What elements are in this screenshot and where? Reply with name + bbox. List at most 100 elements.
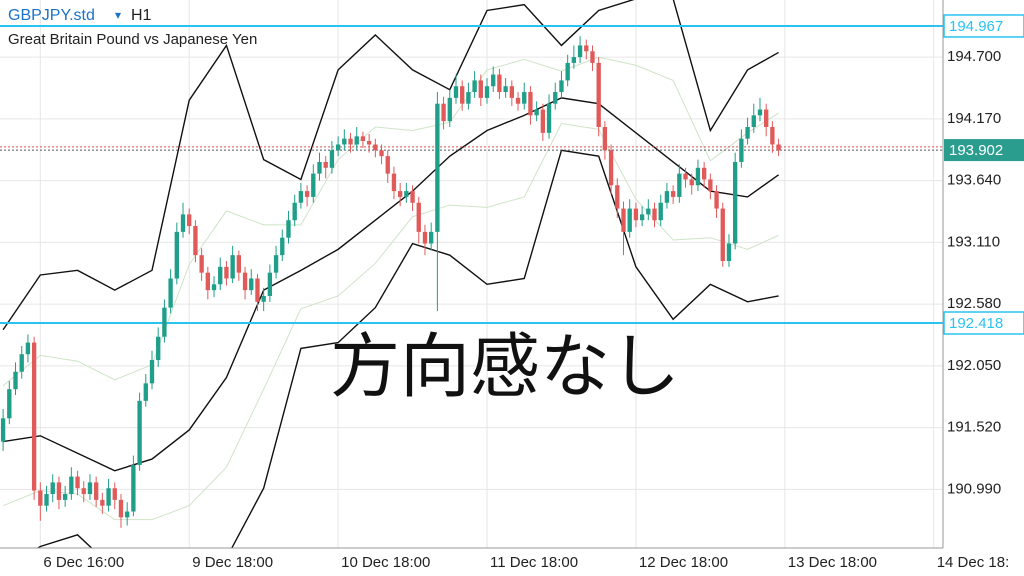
candle-body xyxy=(515,97,521,104)
candle-body xyxy=(534,109,539,116)
candle-body xyxy=(503,86,508,93)
candle-body xyxy=(131,464,136,512)
candle-body xyxy=(577,45,583,58)
x-tick-label: 9 Dec 18:00 xyxy=(192,554,273,571)
candle-body xyxy=(137,400,142,465)
candle-body xyxy=(608,150,614,186)
candle-body xyxy=(546,103,552,133)
candle-body xyxy=(478,80,483,98)
y-tick-label: 194.170 xyxy=(947,110,1001,127)
candle-body xyxy=(125,511,130,518)
candle-body xyxy=(379,150,384,157)
y-tick-label: 190.990 xyxy=(947,480,1001,497)
candle-body xyxy=(280,237,285,256)
candle-body xyxy=(509,86,514,98)
candle-body xyxy=(7,389,12,419)
candle-body xyxy=(714,191,719,209)
level-label: 194.967 xyxy=(949,18,1003,35)
candle-body xyxy=(497,74,502,93)
candle-body xyxy=(323,161,328,168)
band-line xyxy=(36,149,779,548)
candle-body xyxy=(664,191,670,203)
candle-body xyxy=(342,138,347,145)
candle-body xyxy=(25,342,31,355)
bid-label: 193.902 xyxy=(949,142,1003,159)
candle-body xyxy=(81,488,86,495)
candle-body xyxy=(553,92,558,104)
candle-body xyxy=(385,156,390,174)
candle-body xyxy=(143,383,148,401)
x-tick-label: 12 Dec 18:00 xyxy=(639,554,728,571)
band-line xyxy=(2,97,780,472)
y-tick-label: 192.050 xyxy=(947,357,1001,374)
y-tick-label: 193.110 xyxy=(947,233,1000,250)
bid-label-box xyxy=(944,139,1024,162)
candle-body xyxy=(87,482,93,495)
candle-body xyxy=(435,103,440,232)
grid xyxy=(0,0,943,548)
candle-body xyxy=(44,494,49,506)
candle-body xyxy=(230,255,235,279)
band-line xyxy=(2,122,779,521)
candle-body xyxy=(633,208,639,221)
candle-body xyxy=(621,208,626,232)
candle-body xyxy=(156,336,161,361)
candle-body xyxy=(770,127,775,145)
candle-body xyxy=(559,80,564,93)
candle-body xyxy=(522,92,527,104)
candle-body xyxy=(429,231,434,244)
x-tick-label: 13 Dec 18:00 xyxy=(788,554,877,571)
timeframe[interactable]: H1 xyxy=(131,7,152,24)
candle-body xyxy=(261,295,266,302)
candle-body xyxy=(236,255,242,273)
candle-body xyxy=(720,208,725,262)
candle-body xyxy=(0,418,6,442)
candle-body xyxy=(441,103,446,122)
candle-body xyxy=(93,482,99,500)
candle-body xyxy=(100,499,105,506)
y-tick-label: 192.580 xyxy=(947,295,1001,312)
levels xyxy=(0,24,1024,324)
candle-body xyxy=(565,62,570,81)
level-label-box xyxy=(943,311,1024,335)
candle-body xyxy=(373,144,378,151)
candle-body xyxy=(751,115,756,128)
candle-body xyxy=(118,499,124,518)
candle-body xyxy=(689,179,694,186)
candle-body xyxy=(75,476,80,489)
symbol[interactable]: GBPJPY.std xyxy=(8,7,95,24)
candle-body xyxy=(615,185,620,209)
candle-body xyxy=(726,243,732,262)
candle-body xyxy=(646,208,651,215)
candle-body xyxy=(540,109,546,133)
candle-body xyxy=(273,255,279,273)
candle-body xyxy=(757,109,763,116)
axis-labels: 194.700 194.170 193.640 193.110 192.580 192.0… xyxy=(43,14,1024,571)
level-label: 192.418 xyxy=(949,315,1003,332)
candle-body xyxy=(311,173,316,197)
candle-body xyxy=(255,278,260,302)
candle-body xyxy=(106,488,111,506)
candle-body xyxy=(677,173,682,197)
candle-body xyxy=(484,86,490,98)
candle-body xyxy=(317,161,322,174)
candle-body xyxy=(19,354,24,372)
candle-body xyxy=(528,92,533,116)
candle-body xyxy=(38,490,43,506)
candles xyxy=(0,36,781,528)
candle-body xyxy=(422,231,428,244)
candle-body xyxy=(447,97,452,122)
symbol-menu[interactable]: ▾ xyxy=(115,8,121,22)
candle-body xyxy=(776,144,781,151)
candle-body xyxy=(652,208,657,221)
x-tick-label: 14 Dec 18: xyxy=(937,554,1010,571)
candle-body xyxy=(590,51,595,63)
candle-body xyxy=(31,342,37,491)
candle-body xyxy=(602,127,608,151)
candle-body xyxy=(354,136,359,145)
candle-body xyxy=(670,191,676,197)
candle-body xyxy=(658,202,663,221)
candle-body xyxy=(180,214,186,232)
candle-body xyxy=(149,360,155,384)
candle-body xyxy=(584,45,589,52)
